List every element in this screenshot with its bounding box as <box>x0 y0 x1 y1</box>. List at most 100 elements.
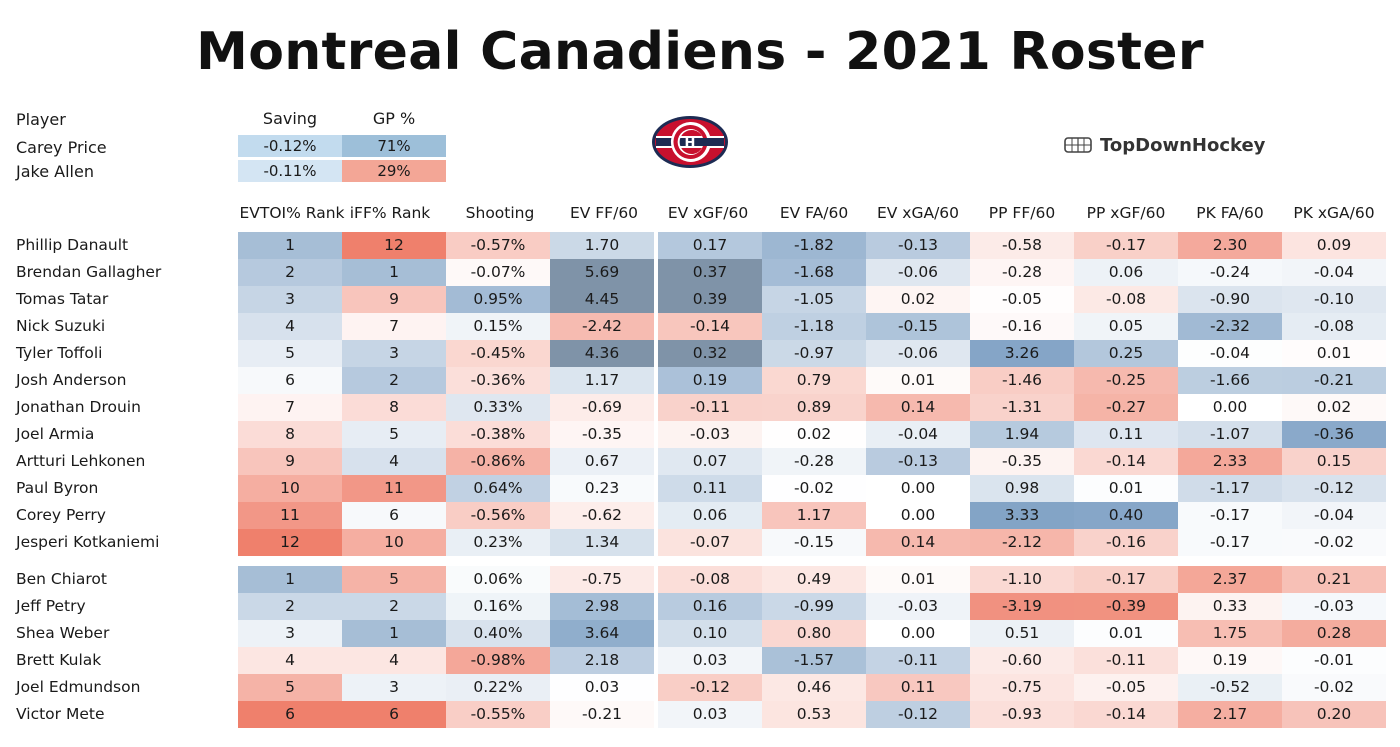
stat-cell: 6 <box>342 701 446 728</box>
column-header: PK FA/60 <box>1196 204 1264 222</box>
stat-cell: 0.49 <box>762 566 866 593</box>
stat-cell: 7 <box>238 394 342 421</box>
stat-cell: -0.99 <box>762 593 866 620</box>
stat-cell: 0.15 <box>1282 448 1386 475</box>
player-name: Brendan Gallagher <box>16 263 162 281</box>
column-header: EV FA/60 <box>779 204 849 222</box>
goalie-gp-cell: 29% <box>342 160 446 182</box>
player-name: Artturi Lehkonen <box>16 452 146 470</box>
stat-cell: -0.39 <box>1074 593 1178 620</box>
stat-cell: 0.40 <box>1074 502 1178 529</box>
stat-cell: 2.37 <box>1178 566 1282 593</box>
stat-cell: 0.79 <box>762 367 866 394</box>
stat-cell: 3 <box>342 340 446 367</box>
stat-cell: -0.45% <box>446 340 550 367</box>
stat-cell: 0.01 <box>866 566 970 593</box>
stat-cell: 8 <box>342 394 446 421</box>
stat-cell: -0.17 <box>1178 529 1282 556</box>
stat-cell: 1 <box>238 566 342 593</box>
stat-cell: -2.42 <box>550 313 654 340</box>
stat-cell: 0.64% <box>446 475 550 502</box>
player-name: Paul Byron <box>16 479 99 497</box>
stat-cell: -0.86% <box>446 448 550 475</box>
stat-cell: 0.02 <box>762 421 866 448</box>
stat-cell: -0.07% <box>446 259 550 286</box>
stat-cell: 0.37 <box>658 259 762 286</box>
stat-cell: -0.10 <box>1282 286 1386 313</box>
column-header: Shooting <box>465 204 535 222</box>
stat-cell: 12 <box>238 529 342 556</box>
stat-cell: -1.17 <box>1178 475 1282 502</box>
stat-cell: -1.10 <box>970 566 1074 593</box>
stat-cell: -0.58 <box>970 232 1074 259</box>
stat-cell: -0.11 <box>1074 647 1178 674</box>
stat-cell: -0.03 <box>1282 593 1386 620</box>
stat-cell: -0.04 <box>866 421 970 448</box>
stat-cell: -0.38% <box>446 421 550 448</box>
stat-cell: -0.02 <box>762 475 866 502</box>
stat-cell: -0.11 <box>866 647 970 674</box>
column-header: EVTOI% Rank <box>239 204 345 222</box>
player-name: Phillip Danault <box>16 236 129 254</box>
stat-cell: -0.35 <box>550 421 654 448</box>
stat-cell: -0.98% <box>446 647 550 674</box>
player-name: Josh Anderson <box>16 371 127 389</box>
stat-cell: 0.01 <box>1074 620 1178 647</box>
stat-cell: -0.06 <box>866 340 970 367</box>
stat-cell: 1.17 <box>762 502 866 529</box>
stat-cell: 5.69 <box>550 259 654 286</box>
stat-cell: 3 <box>238 286 342 313</box>
stat-cell: -1.66 <box>1178 367 1282 394</box>
stat-cell: 11 <box>238 502 342 529</box>
stat-cell: 3.64 <box>550 620 654 647</box>
stat-cell: 0.25 <box>1074 340 1178 367</box>
player-name: Joel Edmundson <box>16 678 141 696</box>
stat-cell: 0.14 <box>866 394 970 421</box>
stat-cell: 3 <box>238 620 342 647</box>
goalie-name: Carey Price <box>16 138 107 157</box>
stat-cell: 8 <box>238 421 342 448</box>
stat-cell: 0.15% <box>446 313 550 340</box>
stat-cell: 0.40% <box>446 620 550 647</box>
stat-cell: -0.36 <box>1282 421 1386 448</box>
stat-cell: -0.04 <box>1282 259 1386 286</box>
stat-cell: 0.21 <box>1282 566 1386 593</box>
stat-cell: -0.14 <box>1074 448 1178 475</box>
stat-cell: 0.16 <box>658 593 762 620</box>
stat-cell: 4.45 <box>550 286 654 313</box>
player-name: Ben Chiarot <box>16 570 107 588</box>
stat-cell: -0.27 <box>1074 394 1178 421</box>
stat-cell: 2 <box>342 593 446 620</box>
stat-cell: -0.36% <box>446 367 550 394</box>
goalie-header-saving: Saving <box>262 109 318 128</box>
player-name: Brett Kulak <box>16 651 102 669</box>
stat-cell: 4 <box>238 313 342 340</box>
stat-cell: 0.06 <box>1074 259 1178 286</box>
stat-cell: -0.12 <box>866 701 970 728</box>
stat-cell: -0.16 <box>1074 529 1178 556</box>
stat-cell: -0.03 <box>658 421 762 448</box>
stat-cell: 0.02 <box>866 286 970 313</box>
player-name: Jesperi Kotkaniemi <box>16 533 160 551</box>
stat-cell: 1 <box>342 620 446 647</box>
stat-cell: 0.09 <box>1282 232 1386 259</box>
stat-cell: 9 <box>238 448 342 475</box>
stat-cell: -1.18 <box>762 313 866 340</box>
player-name: Tyler Toffoli <box>16 344 103 362</box>
stat-cell: 0.32 <box>658 340 762 367</box>
stat-cell: -0.21 <box>1282 367 1386 394</box>
column-header: PP FF/60 <box>988 204 1056 222</box>
stat-cell: 0.20 <box>1282 701 1386 728</box>
stat-cell: -0.04 <box>1282 502 1386 529</box>
stat-cell: -0.21 <box>550 701 654 728</box>
page-title: Montreal Canadiens - 2021 Roster <box>196 22 1204 82</box>
stat-cell: 0.16% <box>446 593 550 620</box>
stat-cell: -0.57% <box>446 232 550 259</box>
stat-cell: 0.05 <box>1074 313 1178 340</box>
player-name: Shea Weber <box>16 624 110 642</box>
stat-cell: 0.23% <box>446 529 550 556</box>
stat-cell: 0.03 <box>550 674 654 701</box>
player-name: Tomas Tatar <box>16 290 109 308</box>
stat-cell: 1.94 <box>970 421 1074 448</box>
stat-cell: 5 <box>342 421 446 448</box>
